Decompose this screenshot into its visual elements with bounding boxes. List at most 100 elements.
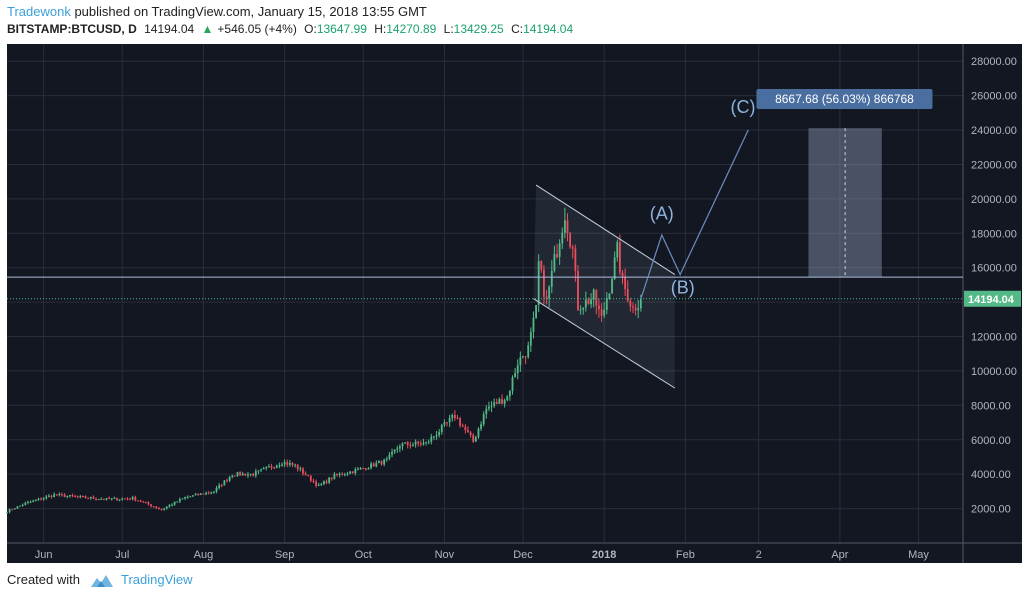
candle-body (16, 506, 19, 509)
candle (632, 302, 634, 314)
candle (40, 497, 42, 501)
candle (330, 477, 333, 481)
candle-body (108, 497, 111, 499)
candle (425, 441, 427, 446)
price-chart[interactable]: 28000.0026000.0024000.0022000.0020000.00… (0, 40, 1022, 564)
candle (205, 491, 207, 496)
candle (207, 491, 210, 495)
measure-label-background (756, 89, 933, 110)
candle-body (490, 405, 493, 407)
candle (336, 473, 338, 477)
candle-body (508, 390, 511, 397)
candle-body (459, 418, 462, 426)
candle (304, 471, 307, 476)
candle-body (32, 500, 35, 502)
x-tick-label: Dec (513, 549, 533, 561)
candle-body (194, 493, 197, 496)
candle-body (220, 485, 223, 487)
candle (144, 501, 147, 504)
candle (461, 423, 464, 427)
candle (451, 413, 454, 422)
candle-body (349, 471, 352, 474)
candle-body (102, 498, 105, 500)
candle (186, 495, 189, 499)
author-link[interactable]: Tradewonk (7, 4, 71, 19)
candle (548, 285, 551, 308)
candle (501, 394, 503, 405)
candle-body (236, 472, 239, 476)
last-price-badge-text: 14194.04 (968, 294, 1015, 306)
candle-body (129, 498, 132, 500)
candle-body (440, 424, 443, 432)
candle-body (639, 298, 642, 309)
candle-body (375, 462, 378, 467)
candle (624, 268, 627, 296)
candle (137, 500, 139, 502)
candle (333, 471, 336, 480)
candle (42, 497, 45, 501)
candle (105, 497, 108, 501)
candle (288, 459, 291, 467)
candle (84, 495, 87, 499)
candle-body (160, 508, 163, 510)
candle-body (260, 469, 262, 471)
candle (584, 291, 587, 312)
candle (343, 472, 346, 477)
candle-body (152, 506, 155, 508)
tradingview-link[interactable]: TradingView (121, 572, 193, 587)
candle (430, 433, 433, 445)
candle-body (19, 505, 22, 507)
candle (351, 471, 354, 474)
candle (611, 277, 613, 294)
candle-body (79, 496, 82, 498)
candle-body (181, 498, 184, 500)
chart-area[interactable]: 28000.00 26000.00 24000.00 22000.00 20000.00… (0, 40, 1022, 564)
candle (239, 471, 242, 476)
candle-body (338, 473, 341, 475)
candle (202, 493, 205, 495)
candle (270, 463, 273, 470)
candle (16, 506, 19, 510)
x-tick-label: Oct (355, 549, 372, 561)
candle (383, 458, 386, 467)
candle (543, 265, 545, 305)
tradingview-logo-icon (90, 574, 113, 587)
candle-body (577, 270, 579, 310)
candle (357, 466, 359, 471)
candle-body (168, 505, 171, 507)
candle-body (527, 345, 530, 357)
candle (328, 476, 331, 485)
x-tick-label: Jun (35, 549, 53, 561)
candle-body (134, 497, 137, 501)
candle-body (464, 426, 467, 431)
candle-body (144, 501, 147, 503)
candle (566, 213, 569, 242)
candle-body (398, 446, 401, 449)
y-tick-label: 24000.00 (971, 125, 1017, 137)
candle-body (307, 475, 310, 477)
candle-body (419, 443, 422, 445)
last-price-badge (964, 290, 1021, 307)
candle (244, 473, 247, 476)
candle (590, 293, 592, 309)
candle (485, 405, 488, 419)
candle-body (482, 414, 485, 425)
candle (401, 442, 404, 451)
candle (480, 421, 482, 432)
candle-body (469, 432, 472, 435)
candle (563, 207, 566, 239)
candle-body (603, 309, 606, 316)
candle (278, 462, 281, 469)
candle-body (205, 492, 207, 495)
candle-body (45, 496, 48, 499)
candle-body (212, 491, 215, 493)
candle (178, 497, 181, 504)
candle (24, 501, 27, 506)
candle-body (553, 254, 556, 271)
candle-body (165, 506, 168, 509)
low-value: 13429.25 (453, 22, 504, 36)
candle (95, 497, 97, 501)
candle (160, 508, 163, 511)
candle-body (370, 463, 372, 469)
candle (241, 471, 244, 476)
